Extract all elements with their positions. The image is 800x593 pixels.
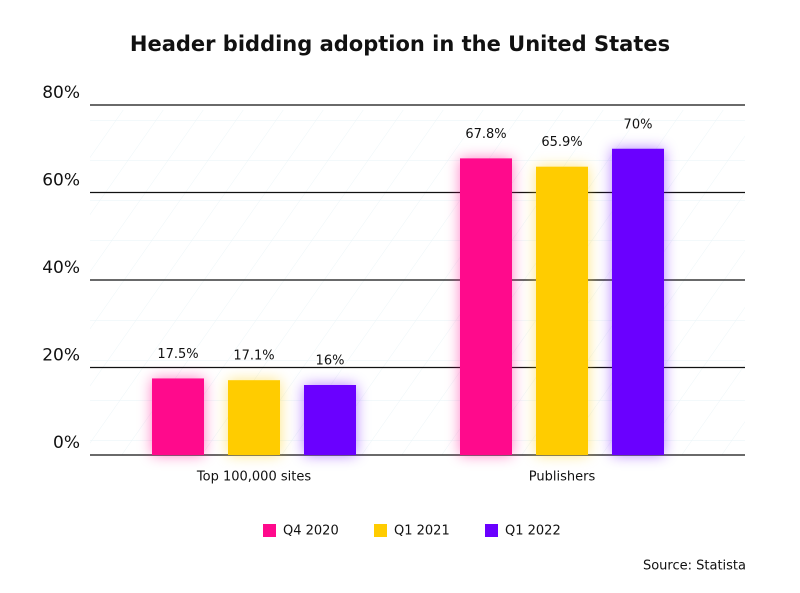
bar [536, 166, 588, 455]
y-tick-label: 80% [42, 83, 80, 103]
legend-label: Q1 2022 [505, 524, 561, 539]
legend-swatch [263, 524, 276, 537]
value-label: 70% [624, 117, 653, 132]
value-label: 65.9% [541, 135, 582, 150]
y-tick-label: 0% [53, 433, 80, 453]
x-tick-label: Top 100,000 sites [196, 470, 311, 485]
legend-label: Q1 2021 [394, 524, 450, 539]
y-tick-label: 20% [42, 346, 80, 366]
legend-label: Q4 2020 [283, 524, 339, 539]
y-tick-label: 60% [42, 171, 80, 191]
source: Source: Statista [643, 559, 746, 574]
bar [228, 380, 280, 455]
legend-swatch [485, 524, 498, 537]
value-label: 67.8% [465, 127, 506, 142]
value-label: 17.1% [233, 349, 274, 364]
bar [304, 385, 356, 455]
chart-title: Header bidding adoption in the United St… [130, 32, 670, 56]
bar [612, 148, 664, 455]
bar [152, 378, 204, 455]
y-tick-label: 40% [42, 258, 80, 278]
legend-swatch [374, 524, 387, 537]
value-label: 16% [316, 354, 345, 369]
bar [460, 158, 512, 455]
x-tick-label: Publishers [529, 470, 596, 485]
value-label: 17.5% [157, 347, 198, 362]
